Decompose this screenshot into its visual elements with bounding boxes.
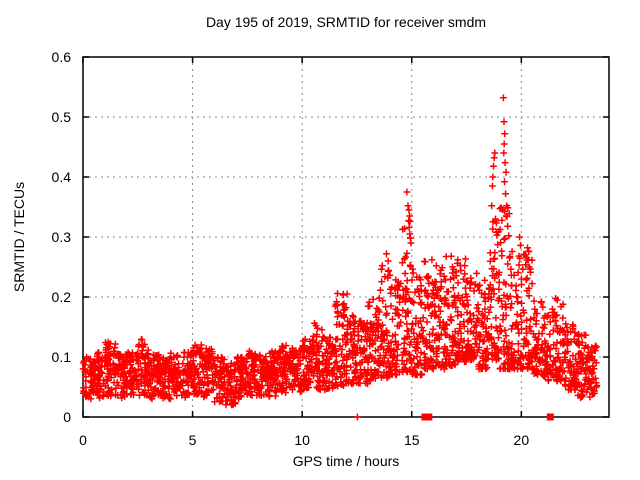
chart-figure: Day 195 of 2019, SRMTID for receiver smd… (0, 0, 640, 480)
y-tick-label: 0.1 (52, 349, 72, 365)
x-tick-label: 15 (404, 432, 420, 448)
y-tick-label: 0.2 (52, 289, 72, 305)
y-tick-label: 0.6 (52, 49, 72, 65)
baseline-square-marker (547, 414, 554, 421)
y-tick-label: 0.5 (52, 109, 72, 125)
x-tick-label: 10 (294, 432, 310, 448)
y-tick-label: 0 (63, 409, 71, 425)
x-tick-label: 20 (514, 432, 530, 448)
data-points (80, 94, 601, 420)
y-tick-label: 0.3 (52, 229, 72, 245)
x-tick-label: 0 (79, 432, 87, 448)
x-tick-label: 5 (189, 432, 197, 448)
scatter-plot: 0 5 10 15 20 0 0.1 0.2 0.3 0.4 0.5 0.6 (0, 0, 640, 480)
y-tick-label: 0.4 (52, 169, 72, 185)
baseline-square-marker (425, 414, 432, 421)
